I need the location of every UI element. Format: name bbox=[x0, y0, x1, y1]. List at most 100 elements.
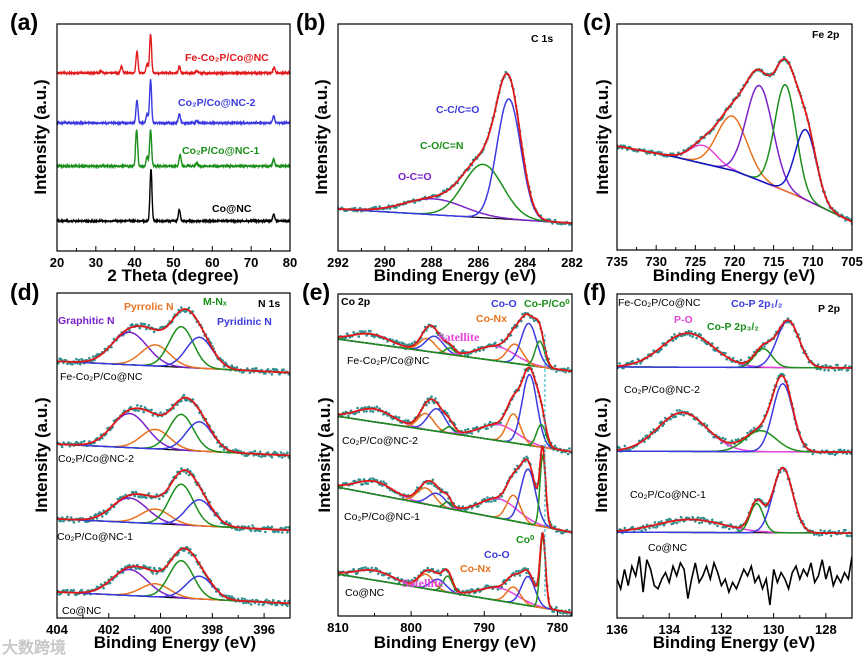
data-point bbox=[669, 518, 672, 521]
data-point bbox=[150, 408, 153, 412]
x-tick-label: 720 bbox=[724, 254, 746, 269]
data-point bbox=[88, 356, 91, 360]
data-point bbox=[69, 516, 73, 519]
data-point bbox=[552, 610, 556, 613]
data-point bbox=[673, 521, 676, 524]
x-tick-label: 286 bbox=[468, 255, 490, 270]
data-point bbox=[811, 452, 815, 456]
data-point bbox=[662, 524, 666, 527]
data-point bbox=[486, 427, 489, 430]
data-point bbox=[824, 363, 828, 367]
data-point bbox=[482, 348, 485, 352]
data-point bbox=[266, 451, 270, 454]
data-point bbox=[671, 339, 675, 342]
data-point bbox=[134, 567, 138, 570]
data-point bbox=[230, 364, 234, 368]
data-point bbox=[724, 352, 727, 355]
x-tick-label: 136 bbox=[606, 622, 628, 637]
data-point bbox=[240, 597, 244, 600]
data-point bbox=[739, 358, 743, 362]
data-point bbox=[357, 335, 361, 338]
data-point bbox=[416, 486, 419, 489]
data-point bbox=[161, 494, 165, 498]
x-axis-title: 2 Theta (degree) bbox=[107, 266, 238, 285]
plot-area bbox=[338, 311, 572, 616]
peak-annotation: M-Nₓ bbox=[203, 296, 227, 308]
data-point bbox=[470, 432, 474, 435]
y-axis-title: Intensity (a.u.) bbox=[312, 79, 331, 194]
data-point bbox=[102, 509, 105, 512]
data-point bbox=[553, 218, 557, 222]
plot-frame bbox=[337, 293, 573, 617]
data-point bbox=[816, 363, 820, 366]
peak-annotation: Satellite bbox=[402, 576, 444, 590]
data-point bbox=[262, 602, 266, 606]
data-point bbox=[108, 581, 112, 585]
data-point bbox=[518, 574, 522, 577]
component-graphitic-n bbox=[57, 497, 290, 532]
data-point bbox=[494, 341, 497, 345]
data-point bbox=[247, 525, 250, 528]
envelope-fit bbox=[57, 469, 290, 532]
x-axis-title: Binding Energy (eV) bbox=[374, 633, 536, 652]
data-point bbox=[639, 362, 642, 365]
data-point bbox=[287, 526, 290, 529]
data-point bbox=[688, 334, 692, 337]
sample-label: Co₂P/Co@NC-2 bbox=[342, 435, 418, 447]
data-point bbox=[395, 205, 398, 209]
envelope-fit bbox=[338, 313, 572, 373]
sample-label: Co₂P/Co@NC-1 bbox=[630, 489, 706, 501]
x-tick-label: 20 bbox=[50, 255, 64, 270]
peak-annotation: Co-P 2p₃/₂ bbox=[707, 321, 759, 333]
x-tick-label: 715 bbox=[763, 254, 785, 269]
data-point bbox=[731, 356, 735, 360]
data-point bbox=[248, 371, 252, 375]
data-point bbox=[466, 353, 470, 357]
data-point bbox=[644, 528, 647, 532]
component-co0 bbox=[338, 534, 572, 614]
data-point bbox=[279, 451, 283, 454]
data-point bbox=[382, 480, 385, 484]
data-point bbox=[678, 409, 681, 412]
data-point bbox=[413, 576, 417, 580]
xrd-line-3 bbox=[57, 168, 290, 225]
plot-area bbox=[57, 33, 290, 225]
data-point bbox=[252, 454, 256, 457]
data-point bbox=[559, 611, 562, 615]
data-point bbox=[845, 452, 849, 456]
plot-area bbox=[57, 306, 290, 607]
data-point bbox=[242, 370, 245, 374]
data-point bbox=[682, 413, 685, 417]
background-line bbox=[617, 145, 852, 223]
data-point bbox=[483, 423, 487, 426]
envelope-fit bbox=[57, 308, 290, 374]
y-axis-title: Intensity (a.u.) bbox=[32, 397, 51, 512]
data-point bbox=[392, 343, 396, 346]
component-co-p-2p3-2 bbox=[617, 502, 852, 534]
data-point bbox=[553, 444, 557, 448]
component-peak-711 bbox=[617, 128, 852, 223]
data-point bbox=[244, 601, 248, 605]
data-point bbox=[251, 524, 254, 527]
data-point bbox=[345, 572, 349, 576]
data-point bbox=[258, 450, 262, 454]
data-point bbox=[257, 454, 261, 458]
data-point bbox=[691, 515, 694, 519]
data-point bbox=[430, 482, 433, 486]
data-point bbox=[829, 534, 833, 538]
data-point bbox=[191, 310, 195, 313]
data-point bbox=[828, 529, 832, 532]
data-point bbox=[477, 504, 480, 508]
data-point bbox=[387, 576, 391, 580]
peak-annotation: Co⁰ bbox=[516, 534, 535, 546]
data-point bbox=[653, 521, 657, 524]
data-point bbox=[77, 358, 81, 362]
plot-frame bbox=[616, 293, 853, 619]
x-tick-label: 800 bbox=[400, 620, 422, 635]
data-point bbox=[656, 524, 659, 528]
data-point bbox=[413, 340, 417, 344]
x-tick-label: 30 bbox=[89, 255, 103, 270]
panel-a: Fe-Co₂P/Co@NC Co₂P/Co@NC-2 Co₂P/Co@NC-1 Co@… bbox=[10, 9, 297, 285]
data-point bbox=[227, 594, 231, 598]
